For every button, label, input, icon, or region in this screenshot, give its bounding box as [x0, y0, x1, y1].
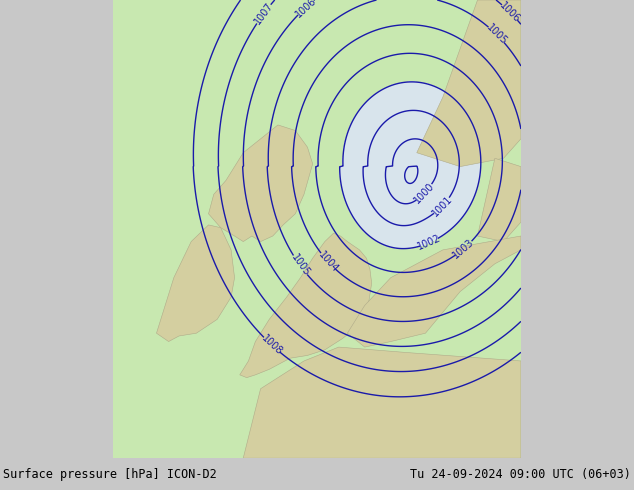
Polygon shape [477, 158, 521, 242]
Text: 1008: 1008 [259, 333, 284, 357]
Text: 1005: 1005 [289, 252, 311, 278]
Text: 1003: 1003 [451, 237, 476, 260]
Polygon shape [157, 225, 235, 342]
Text: 1006: 1006 [498, 0, 522, 24]
Polygon shape [240, 233, 372, 378]
Text: 1001: 1001 [430, 194, 454, 219]
Polygon shape [347, 236, 521, 347]
Text: Tu 24-09-2024 09:00 UTC (06+03): Tu 24-09-2024 09:00 UTC (06+03) [410, 467, 631, 481]
Text: 1005: 1005 [484, 22, 508, 47]
Polygon shape [209, 125, 313, 242]
Text: 1004: 1004 [316, 249, 340, 274]
Polygon shape [243, 347, 521, 458]
Polygon shape [417, 0, 521, 167]
Text: 1006: 1006 [294, 0, 318, 20]
Text: 1007: 1007 [252, 1, 275, 26]
Text: 1002: 1002 [416, 233, 443, 252]
Text: Surface pressure [hPa] ICON-D2: Surface pressure [hPa] ICON-D2 [3, 467, 217, 481]
Text: 1000: 1000 [412, 180, 436, 205]
